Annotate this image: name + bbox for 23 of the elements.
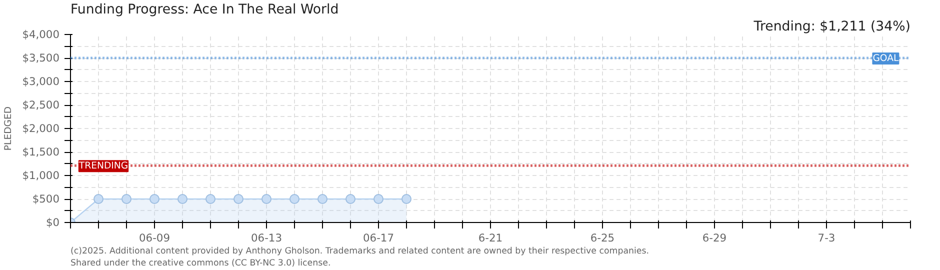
x-tick-label: 06-17 — [363, 232, 394, 244]
x-tick-label: 6-25 — [590, 232, 615, 244]
x-tick-label: 06-13 — [251, 232, 282, 244]
y-tick-label: $2,000 — [22, 122, 60, 135]
y-tick-label: $3,500 — [22, 52, 60, 64]
y-tick-label: $2,500 — [22, 98, 60, 112]
ref-line-label: TRENDING — [78, 160, 128, 172]
y-tick-label: $0 — [46, 216, 60, 229]
chart-subtitle: Trending: $1,211 (34%) — [752, 20, 911, 34]
ref-line-label: GOAL — [872, 53, 900, 64]
x-tick-label: 6-21 — [478, 232, 503, 244]
y-axis-title: PLEDGED — [3, 106, 14, 151]
chart-title: Funding Progress: Ace In The Real World — [70, 2, 339, 18]
x-tick-label: 6-29 — [702, 232, 727, 244]
x-tick-label: 7-3 — [818, 232, 836, 244]
y-tick-label: $4,000 — [22, 28, 60, 41]
y-tick-label: $500 — [32, 192, 60, 206]
y-tick-label: $1,500 — [22, 146, 60, 158]
y-tick-label: $3,000 — [22, 75, 60, 88]
text: Shared under the creative commons (CC BY-NC 3.0) license. — [70, 258, 331, 268]
x-tick-label: 06-09 — [139, 232, 170, 244]
text: (c)2025. Additional content provided by Anthony Gholson. Trademarks and related content are owned by their respective companies. — [70, 246, 649, 256]
y-tick-label: $1,000 — [22, 169, 60, 182]
